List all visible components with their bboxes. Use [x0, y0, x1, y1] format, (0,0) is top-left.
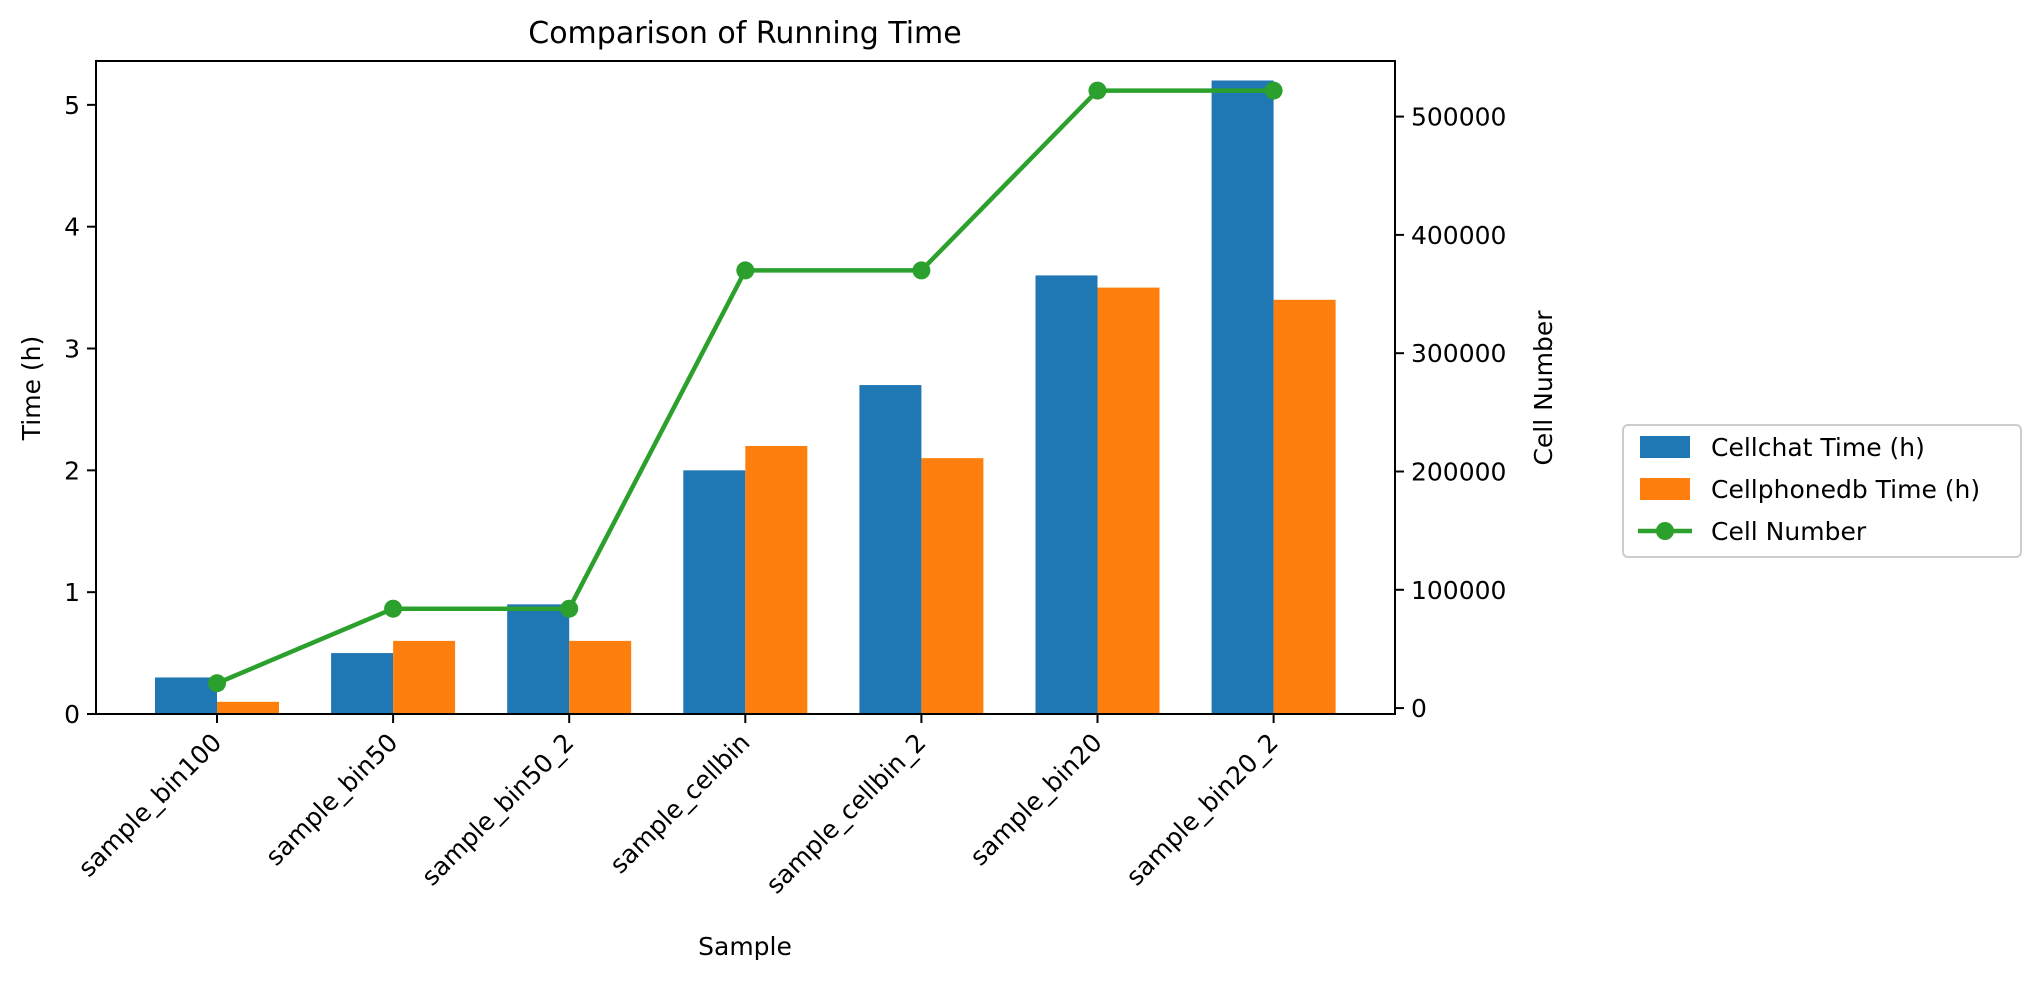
legend-swatch: [1640, 478, 1690, 500]
line-layer: [208, 81, 1283, 693]
y2-tick-label: 500000: [1411, 103, 1506, 132]
x-axis: sample_bin100 sample_bin50 sample_bin50_2 s…: [73, 714, 1284, 899]
y2-tick-label: 200000: [1411, 457, 1506, 486]
y2-axis-title: Cell Number: [1529, 310, 1558, 466]
y-axis-title: Time (h): [17, 336, 46, 441]
bar-cellchat-sample_bin20_2: [1211, 80, 1274, 714]
bar-cellphonedb-sample_cellbin_2: [921, 458, 984, 714]
cell-number-point-sample_bin20_2: [1264, 81, 1283, 100]
x-tick-label: sample_bin50: [260, 728, 403, 871]
y-tick-label: 5: [64, 91, 80, 120]
right-axis: 0 100000 200000 300000 400000 500000: [1395, 103, 1506, 723]
y-tick-label: 1: [64, 578, 80, 607]
bar-cellphonedb-sample_bin100: [217, 701, 279, 714]
y2-tick-label: 400000: [1411, 221, 1506, 250]
x-tick-label: sample_bin100: [73, 728, 228, 883]
x-tick-label: sample_cellbin: [604, 728, 755, 879]
legend-marker: [1656, 522, 1674, 540]
x-tick-label: sample_bin20_2: [1120, 728, 1284, 892]
y-tick-label: 0: [64, 700, 80, 729]
bar-cellphonedb-sample_bin50_2: [569, 640, 632, 714]
bar-cellchat-sample_bin50: [331, 653, 394, 714]
bar-cellphonedb-sample_bin20_2: [1273, 299, 1336, 714]
legend: Cellchat Time (h) Cellphonedb Time (h) Cel…: [1622, 424, 2022, 558]
y-tick-label: 2: [64, 456, 80, 485]
y2-tick-label: 300000: [1411, 339, 1506, 368]
x-tick-label: sample_cellbin_2: [760, 728, 931, 899]
bars-layer: [155, 80, 1336, 714]
legend-label: Cellchat Time (h): [1711, 433, 1925, 462]
legend-swatch: [1640, 436, 1690, 458]
bar-cellchat-sample_cellbin_2: [859, 385, 922, 714]
y-tick-label: 4: [64, 213, 80, 242]
cell-number-point-sample_cellbin: [736, 261, 755, 280]
x-axis-title: Sample: [698, 932, 792, 961]
cell-number-point-sample_bin50: [384, 599, 403, 618]
y-tick-label: 3: [64, 335, 80, 364]
bar-cellchat-sample_bin20: [1035, 275, 1098, 714]
left-axis: 0 1 2 3 4 5: [64, 91, 96, 729]
bar-cellchat-sample_bin50_2: [507, 604, 570, 714]
bar-cellphonedb-sample_bin20: [1097, 287, 1160, 714]
bar-cellphonedb-sample_bin50: [393, 640, 456, 714]
legend-frame: [1622, 424, 2022, 558]
cell-number-point-sample_bin50_2: [560, 599, 579, 618]
x-tick-label: sample_bin20: [964, 728, 1107, 871]
chart-title: Comparison of Running Time: [528, 16, 962, 51]
bar-cellphonedb-sample_cellbin: [745, 445, 808, 714]
cell-number-point-sample_bin20: [1088, 81, 1107, 100]
y2-tick-label: 0: [1411, 694, 1427, 723]
x-tick-label: sample_bin50_2: [416, 728, 580, 892]
bar-cellchat-sample_bin100: [155, 677, 217, 714]
cell-number-point-sample_cellbin_2: [912, 261, 931, 280]
legend-label: Cellphonedb Time (h): [1711, 475, 1980, 504]
legend-label: Cell Number: [1711, 517, 1867, 546]
cell-number-point-sample_bin100: [208, 674, 226, 693]
y2-tick-label: 100000: [1411, 576, 1506, 605]
bar-cellchat-sample_cellbin: [683, 470, 746, 714]
